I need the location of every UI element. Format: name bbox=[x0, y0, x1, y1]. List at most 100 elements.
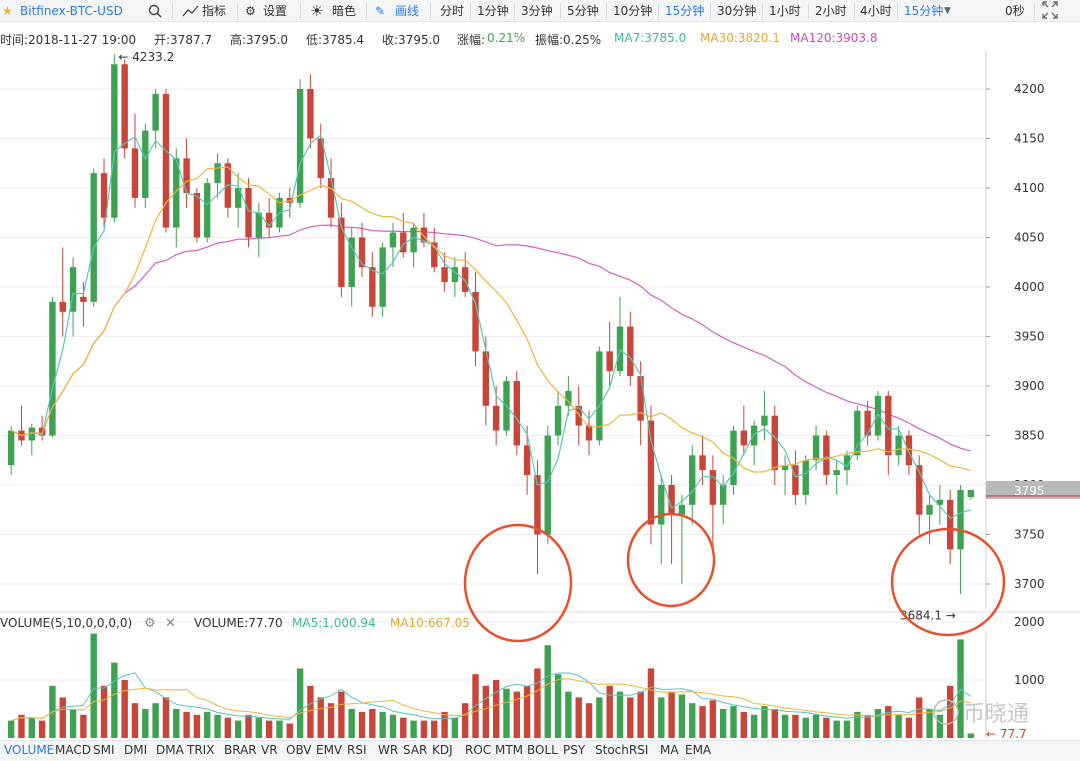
volume-bar bbox=[771, 709, 778, 738]
interval-tab[interactable]: 30分钟 bbox=[717, 4, 757, 18]
interval-tab[interactable]: 10分钟 bbox=[613, 4, 653, 18]
volume-bar bbox=[575, 697, 582, 738]
y-tick-label: 3700 bbox=[1014, 577, 1045, 591]
min-price-label: 3684.1 → bbox=[900, 609, 956, 623]
indicator-tab-ema[interactable]: EMA bbox=[685, 743, 712, 757]
volume-bar bbox=[544, 645, 551, 738]
max-price-label: ← 4233.2 bbox=[118, 50, 174, 64]
indicator-tab-rsi[interactable]: RSI bbox=[347, 743, 367, 757]
indicator-tab-obv[interactable]: OBV bbox=[286, 743, 312, 757]
interval-tab[interactable]: 4小时 bbox=[860, 4, 892, 18]
volume-bar bbox=[761, 706, 768, 738]
current-price-label: 3795 bbox=[1014, 484, 1045, 498]
volume-bar bbox=[843, 720, 851, 738]
interval-tab[interactable]: 2小时 bbox=[815, 4, 847, 18]
volume-bar bbox=[812, 714, 820, 738]
y-tick-label: 3900 bbox=[1014, 379, 1045, 393]
volume-bar bbox=[864, 714, 871, 738]
volume-bar bbox=[916, 697, 923, 738]
volume-bar bbox=[699, 706, 706, 738]
volume-bar bbox=[38, 720, 46, 738]
ma120-line bbox=[10, 224, 971, 452]
fullscreen-icon[interactable] bbox=[1042, 0, 1058, 22]
grid-lines bbox=[0, 88, 1080, 681]
indicator-tab-psy[interactable]: PSY bbox=[563, 743, 586, 757]
volume-bar bbox=[823, 717, 830, 738]
close-icon[interactable]: ✕ bbox=[165, 616, 176, 631]
draw-button[interactable]: 画线 bbox=[395, 4, 420, 18]
candle-body bbox=[193, 192, 201, 238]
interval-tab[interactable]: 5分钟 bbox=[567, 4, 599, 18]
chevron-down-icon[interactable]: ▼ bbox=[944, 6, 951, 16]
candle-body bbox=[142, 130, 149, 198]
indicator-tab-mtm[interactable]: MTM bbox=[495, 743, 524, 757]
candle-body bbox=[49, 301, 56, 436]
candle-body bbox=[7, 430, 15, 466]
indicator-tab-trix[interactable]: TRIX bbox=[187, 743, 215, 757]
interval-tab[interactable]: 1分钟 bbox=[477, 4, 509, 18]
interval-tab[interactable]: 1小时 bbox=[769, 4, 801, 18]
volume-bar bbox=[451, 717, 459, 738]
info-change-value: 0.21% bbox=[487, 31, 526, 45]
indicator-tab-volume[interactable]: VOLUME bbox=[4, 743, 55, 757]
y-axis: 3700375038003850390039504000405041004150… bbox=[985, 50, 1045, 738]
volume-bar bbox=[678, 694, 686, 738]
indicator-tab-boll[interactable]: BOLL bbox=[527, 743, 558, 757]
candle-body bbox=[296, 89, 304, 203]
candle-body bbox=[885, 395, 892, 456]
volume-bar bbox=[833, 720, 840, 738]
indicator-tab-stochrsi[interactable]: StochRSI bbox=[595, 743, 649, 757]
highlight-circle bbox=[626, 512, 716, 608]
candle-body bbox=[792, 465, 799, 495]
candle-body bbox=[802, 460, 809, 495]
candle-body bbox=[678, 504, 686, 515]
star-icon[interactable]: ★ bbox=[2, 4, 13, 18]
candle-body bbox=[740, 430, 748, 446]
candle-body bbox=[967, 489, 975, 498]
interval-tab-active[interactable]: 15分钟 bbox=[665, 4, 705, 18]
indicator-tab-emv[interactable]: EMV bbox=[316, 743, 343, 757]
volume-bar bbox=[317, 697, 324, 738]
info-high: 高:3795.0 bbox=[230, 33, 289, 47]
volume-bar bbox=[121, 680, 128, 738]
candle-body bbox=[699, 455, 706, 471]
indicator-tab-roc[interactable]: ROC bbox=[465, 743, 492, 757]
indicator-tab-dma[interactable]: DMA bbox=[156, 743, 184, 757]
interval-tab[interactable]: 分时 bbox=[440, 4, 465, 18]
indicator-tab-smi[interactable]: SMI bbox=[93, 743, 115, 757]
interval-dropdown[interactable]: 15分钟 bbox=[904, 4, 944, 18]
volume-value: VOLUME:77.70 bbox=[194, 616, 283, 630]
candle-body bbox=[823, 435, 830, 476]
gear-icon[interactable]: ⚙ bbox=[144, 616, 156, 631]
candle-body bbox=[606, 351, 613, 372]
indicator-tab-kdj[interactable]: KDJ bbox=[432, 743, 453, 757]
settings-button[interactable]: 设置 bbox=[263, 4, 288, 18]
candle-body bbox=[90, 173, 97, 302]
candle-body bbox=[689, 455, 696, 505]
candle-body bbox=[947, 499, 954, 550]
indicator-tab-sar[interactable]: SAR bbox=[403, 743, 428, 757]
indicators-button[interactable]: 指标 bbox=[202, 4, 227, 18]
interval-tab[interactable]: 3分钟 bbox=[521, 4, 553, 18]
volume-bar bbox=[554, 674, 562, 738]
volume-info-bar: VOLUME(5,10,0,0,0,0) ⚙ ✕ VOLUME:77.70 MA… bbox=[0, 614, 1080, 632]
search-icon[interactable] bbox=[148, 0, 162, 22]
symbol-label[interactable]: Bitfinex-BTC-USD bbox=[20, 4, 123, 18]
ma7-line bbox=[10, 134, 971, 519]
candle-body bbox=[585, 425, 593, 441]
candle-body bbox=[214, 163, 221, 184]
volume-bar bbox=[750, 714, 758, 738]
dark-mode-button[interactable]: 暗色 bbox=[332, 4, 357, 18]
indicator-tab-ma[interactable]: MA bbox=[660, 743, 679, 757]
candle-body bbox=[152, 93, 159, 131]
candle-body bbox=[379, 247, 386, 307]
candle-body bbox=[761, 415, 768, 426]
indicator-tab-macd[interactable]: MACD bbox=[55, 743, 91, 757]
volume-bar bbox=[462, 703, 469, 738]
indicator-tab-vr[interactable]: VR bbox=[261, 743, 278, 757]
volume-bar bbox=[874, 709, 882, 738]
indicator-tab-dmi[interactable]: DMI bbox=[124, 743, 148, 757]
indicator-tab-wr[interactable]: WR bbox=[378, 743, 399, 757]
indicator-tab-brar[interactable]: BRAR bbox=[224, 743, 257, 757]
candle-body bbox=[245, 188, 252, 238]
